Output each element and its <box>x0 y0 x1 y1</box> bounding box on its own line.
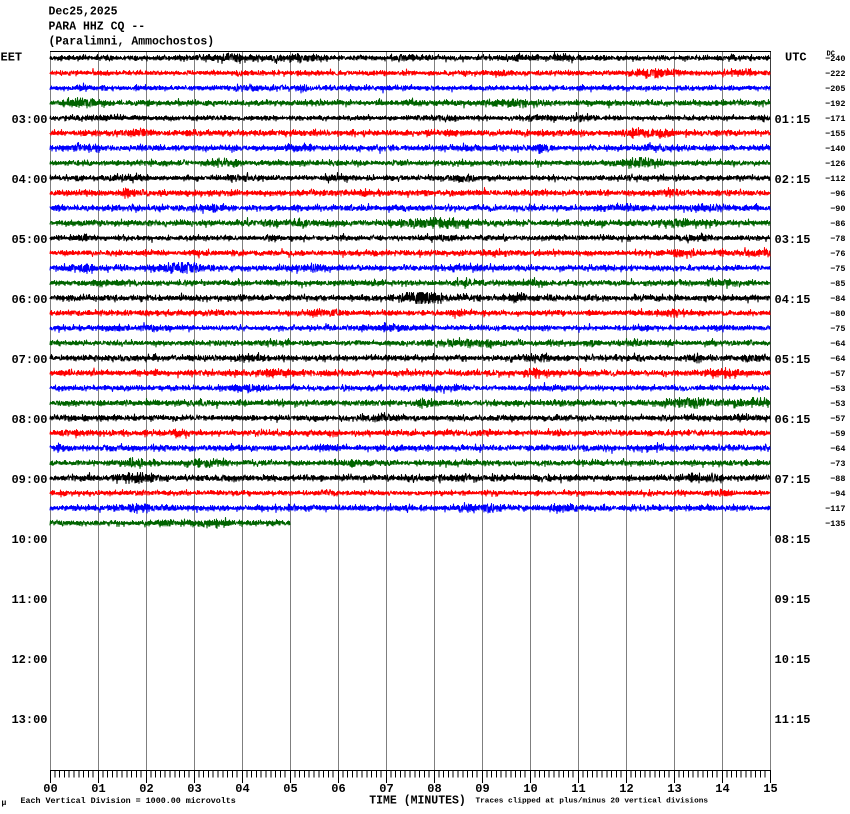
svg-text:14: 14 <box>715 782 729 796</box>
svg-text:−240: −240 <box>825 54 845 64</box>
svg-text:(Paralimni, Ammochostos): (Paralimni, Ammochostos) <box>49 36 215 49</box>
svg-text:08:00: 08:00 <box>11 413 47 427</box>
svg-text:−222: −222 <box>825 69 845 79</box>
svg-text:−76: −76 <box>830 249 845 259</box>
svg-text:09: 09 <box>475 782 489 796</box>
svg-text:−192: −192 <box>825 99 845 109</box>
svg-text:06:00: 06:00 <box>11 293 47 307</box>
svg-text:05:15: 05:15 <box>775 353 811 367</box>
svg-text:−75: −75 <box>830 324 845 334</box>
svg-text:−73: −73 <box>830 459 845 469</box>
svg-text:13:00: 13:00 <box>11 713 47 727</box>
svg-text:03:00: 03:00 <box>11 113 47 127</box>
svg-text:09:00: 09:00 <box>11 473 47 487</box>
svg-text:−78: −78 <box>830 234 845 244</box>
svg-text:−57: −57 <box>830 414 845 424</box>
svg-text:08: 08 <box>427 782 441 796</box>
svg-text:−112: −112 <box>825 174 845 184</box>
svg-text:Each Vertical Division = 1000.: Each Vertical Division = 1000.00 microvo… <box>21 796 236 806</box>
svg-text:Traces clipped at plus/minus 2: Traces clipped at plus/minus 20 vertical… <box>476 798 709 806</box>
svg-text:−126: −126 <box>825 159 845 169</box>
svg-text:μ: μ <box>2 799 7 808</box>
svg-text:−85: −85 <box>830 279 845 289</box>
svg-text:04:15: 04:15 <box>775 293 811 307</box>
svg-text:−84: −84 <box>830 294 845 304</box>
svg-text:04: 04 <box>235 782 249 796</box>
svg-text:07:00: 07:00 <box>11 353 47 367</box>
svg-text:−205: −205 <box>825 84 845 94</box>
svg-text:13: 13 <box>667 782 681 796</box>
svg-text:07:15: 07:15 <box>775 473 811 487</box>
svg-text:−64: −64 <box>830 444 845 454</box>
svg-text:11:00: 11:00 <box>11 593 47 607</box>
svg-text:12: 12 <box>619 782 633 796</box>
svg-text:04:00: 04:00 <box>11 173 47 187</box>
svg-text:11: 11 <box>571 782 585 796</box>
svg-text:03: 03 <box>187 782 201 796</box>
svg-text:−155: −155 <box>825 129 845 139</box>
svg-text:03:15: 03:15 <box>775 233 811 247</box>
svg-text:−94: −94 <box>830 489 845 499</box>
svg-text:−88: −88 <box>830 474 845 484</box>
svg-text:07: 07 <box>379 782 393 796</box>
svg-text:−59: −59 <box>830 429 845 439</box>
svg-text:02: 02 <box>139 782 153 796</box>
svg-text:DC: DC <box>827 51 835 59</box>
svg-text:15: 15 <box>763 782 777 796</box>
svg-text:05:00: 05:00 <box>11 233 47 247</box>
svg-text:−64: −64 <box>830 354 845 364</box>
svg-text:−53: −53 <box>830 399 845 409</box>
svg-text:−75: −75 <box>830 264 845 274</box>
svg-text:PARA HHZ CQ --: PARA HHZ CQ -- <box>49 21 146 34</box>
svg-text:−57: −57 <box>830 369 845 379</box>
svg-text:10:00: 10:00 <box>11 533 47 547</box>
svg-text:−90: −90 <box>830 204 845 214</box>
svg-text:05: 05 <box>283 782 297 796</box>
svg-text:EET: EET <box>1 51 23 65</box>
svg-text:−171: −171 <box>825 114 845 124</box>
svg-text:06:15: 06:15 <box>775 413 811 427</box>
svg-text:Dec25,2025: Dec25,2025 <box>49 6 118 19</box>
svg-text:10: 10 <box>523 782 537 796</box>
svg-text:09:15: 09:15 <box>775 593 811 607</box>
svg-text:−64: −64 <box>830 339 845 349</box>
svg-text:00: 00 <box>43 782 57 796</box>
svg-text:10:15: 10:15 <box>775 653 811 667</box>
svg-text:−140: −140 <box>825 144 845 154</box>
svg-text:−135: −135 <box>825 519 845 529</box>
svg-text:TIME (MINUTES): TIME (MINUTES) <box>369 794 466 807</box>
svg-text:06: 06 <box>331 782 345 796</box>
svg-text:12:00: 12:00 <box>11 653 47 667</box>
svg-text:01: 01 <box>91 782 105 796</box>
svg-text:−53: −53 <box>830 384 845 394</box>
svg-text:−117: −117 <box>825 504 845 514</box>
svg-text:08:15: 08:15 <box>775 533 811 547</box>
svg-text:−86: −86 <box>830 219 845 229</box>
svg-text:01:15: 01:15 <box>775 113 811 127</box>
svg-text:11:15: 11:15 <box>775 713 811 727</box>
svg-text:−80: −80 <box>830 309 845 319</box>
svg-text:−96: −96 <box>830 189 845 199</box>
svg-text:UTC: UTC <box>785 51 807 65</box>
svg-text:02:15: 02:15 <box>775 173 811 187</box>
